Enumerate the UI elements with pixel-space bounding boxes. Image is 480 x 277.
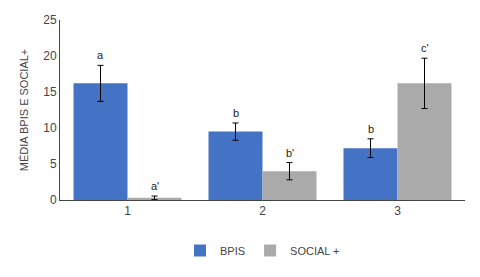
svg-text:SOCIAL +: SOCIAL +	[290, 245, 339, 257]
svg-text:1: 1	[124, 204, 131, 218]
svg-text:a: a	[97, 49, 104, 61]
svg-text:0: 0	[50, 193, 57, 207]
svg-text:10: 10	[43, 121, 57, 135]
svg-text:3: 3	[394, 204, 401, 218]
svg-text:c': c'	[421, 42, 429, 54]
svg-text:MÉDIA BPIS E SOCIAL+: MÉDIA BPIS E SOCIAL+	[18, 49, 30, 172]
svg-text:a': a'	[151, 180, 159, 192]
svg-text:15: 15	[43, 85, 57, 99]
svg-text:5: 5	[50, 157, 57, 171]
svg-text:b: b	[368, 123, 374, 135]
svg-text:b: b	[233, 107, 239, 119]
svg-text:b': b'	[286, 147, 294, 159]
svg-text:BPIS: BPIS	[220, 245, 245, 257]
svg-text:25: 25	[43, 13, 57, 27]
svg-text:2: 2	[259, 204, 266, 218]
svg-text:20: 20	[43, 49, 57, 63]
